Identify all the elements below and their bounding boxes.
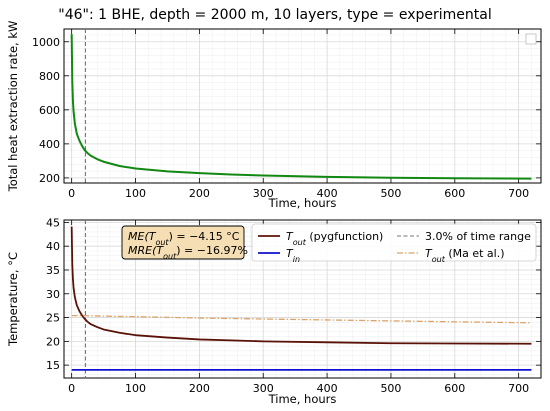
stats-box: ME(Tout) = −4.15 °C MRE(Tout) = −16.97% (121, 225, 248, 261)
bottom-x-tick-label: 700 (508, 382, 529, 395)
legend-tout-ma-text: (Ma et al.) (445, 247, 505, 260)
top-y-tick-label: 400 (39, 138, 60, 151)
stats-me-sub: out (155, 238, 169, 247)
stats-me-var: T (149, 230, 157, 243)
top-x-axis-title: Time, hours (268, 196, 337, 210)
bottom-series-tout (70, 226, 532, 345)
top-x-tick-label: 0 (68, 187, 75, 200)
legend-label-vline: 3.0% of time range (425, 230, 531, 243)
stats-mre-var: T (156, 244, 164, 257)
legend-label-tout: Tout (pygfunction) (286, 230, 383, 247)
top-series (70, 29, 532, 183)
bottom-x-tick-label: 300 (253, 382, 274, 395)
bottom-y-tick-label: 15 (46, 359, 60, 372)
legend-tout-var: T (286, 230, 294, 243)
stats-box-background (121, 225, 245, 260)
top-y-tick-label: 200 (39, 172, 60, 185)
bottom-y-tick-label: 35 (46, 264, 60, 277)
top-x-tick-label: 600 (444, 187, 465, 200)
legend-tout-sub: out (293, 238, 307, 247)
legend-label-tin: Tin (286, 247, 300, 264)
top-x-tick-label: 400 (317, 187, 338, 200)
legend-label-tout-ma: Tout (Ma et al.) (425, 247, 505, 264)
top-empty-legend-box (525, 33, 537, 45)
bottom-y-tick-label: 20 (46, 335, 60, 348)
bottom-y-tick-label: 45 (46, 216, 60, 229)
top-x-tick-label: 100 (125, 187, 146, 200)
stats-mre-value: ) = −16.97% (176, 244, 248, 257)
top-plot-frame (63, 28, 542, 184)
stats-me-prefix: ME( (128, 230, 149, 243)
bottom-x-tick-label: 100 (125, 382, 146, 395)
top-y-tick-label: 1000 (32, 36, 60, 49)
heat-extraction-panel: 0 100 200 300 400 500 600 700 200 400 600 800 1000 T… (6, 21, 542, 210)
stats-me: ME(Tout) = −4.15 °C (128, 230, 240, 247)
bottom-y-tick-label: 30 (46, 288, 60, 301)
top-y-axis-title: Total heat extraction rate, kW (6, 21, 20, 193)
bottom-x-tick-label: 500 (380, 382, 401, 395)
top-ticks: 0 100 200 300 400 500 600 700 200 400 600 800 1000 (32, 29, 541, 200)
top-x-tick-label: 700 (508, 187, 529, 200)
figure-title: "46": 1 BHE, depth = 2000 m, 10 layers, … (58, 7, 491, 23)
top-x-tick-label: 200 (189, 187, 210, 200)
stats-mre-sub: out (163, 252, 177, 261)
temperature-panel: 0 100 200 300 400 500 600 700 15 20 25 30 35 40 45 ME(… (6, 216, 542, 406)
bottom-y-axis-title: Temperature, °C (6, 252, 20, 347)
stats-mre: MRE(Tout) = −16.97% (128, 244, 248, 261)
bottom-series (70, 220, 532, 378)
stats-me-value: ) = −4.15 °C (169, 230, 240, 243)
bottom-x-tick-label: 0 (68, 382, 75, 395)
top-y-tick-label: 800 (39, 70, 60, 83)
legend-tout-ma-var: T (425, 247, 433, 260)
legend-frame (251, 223, 537, 262)
top-y-tick-label: 600 (39, 104, 60, 117)
legend-tout-text: (pygfunction) (306, 230, 384, 243)
bottom-legend: Tout (pygfunction) Tin 3.0% of time rang… (251, 223, 537, 264)
bottom-x-axis-title: Time, hours (268, 392, 337, 406)
bottom-ticks: 0 100 200 300 400 500 600 700 15 20 25 30 35 40 45 (46, 216, 541, 395)
stats-mre-prefix: MRE( (128, 244, 157, 257)
top-grid (64, 29, 541, 183)
legend-tin-var: T (286, 247, 294, 260)
bottom-x-tick-label: 200 (189, 382, 210, 395)
legend-tin-sub: in (293, 255, 300, 264)
top-x-tick-label: 500 (380, 187, 401, 200)
bottom-x-tick-label: 600 (444, 382, 465, 395)
bottom-x-tick-label: 400 (317, 382, 338, 395)
bottom-plot-frame (63, 219, 542, 379)
bottom-y-tick-label: 25 (46, 312, 60, 325)
top-series-q (70, 34, 532, 180)
bottom-y-tick-label: 40 (46, 240, 60, 253)
legend-tout-ma-sub: out (432, 255, 446, 264)
top-x-tick-label: 300 (253, 187, 274, 200)
